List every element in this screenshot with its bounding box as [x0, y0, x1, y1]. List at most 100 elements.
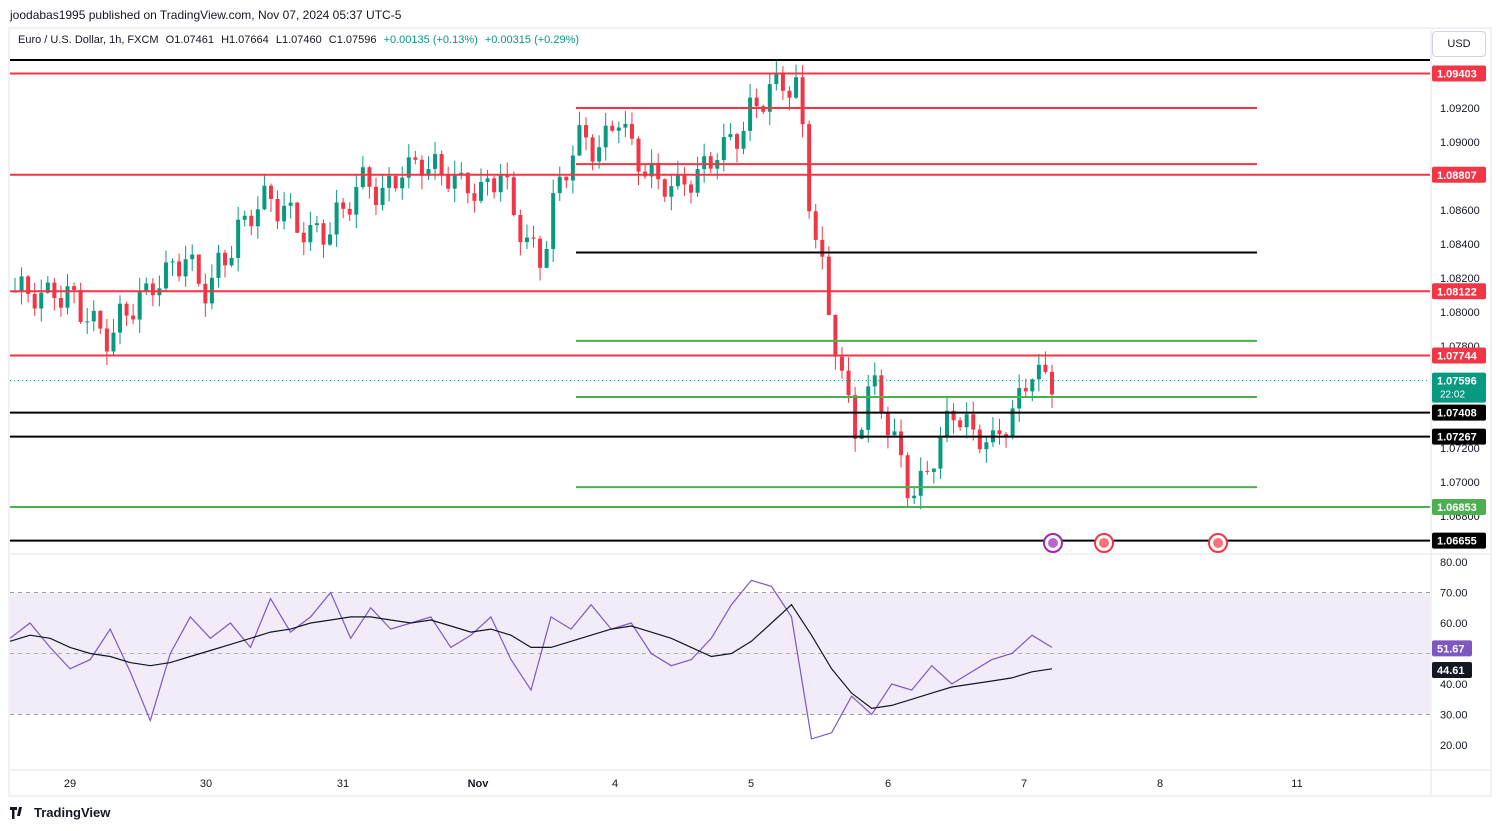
rsi-tick-label: 60.00 [1440, 618, 1468, 630]
candle-body [347, 208, 352, 215]
candle-body [1030, 379, 1035, 392]
brand-label: TradingView [34, 805, 111, 820]
level-tag-label: 1.08807 [1437, 170, 1477, 182]
candle-body [944, 410, 949, 438]
level-tag-box [1432, 404, 1486, 421]
candle-body [971, 414, 976, 430]
low-value: L1.07460 [275, 34, 322, 46]
level-tag-label: 1.07267 [1437, 432, 1477, 444]
currency-button[interactable]: USD [1432, 31, 1486, 57]
tradingview-brand: TradingView [10, 805, 110, 820]
candle-body [826, 256, 831, 315]
rsi-tick-label: 30.00 [1440, 710, 1468, 722]
time-tick-label: 31 [337, 778, 349, 790]
symbol-name[interactable]: Euro / U.S. Dollar, 1h, FXCM [18, 34, 159, 46]
candle-body [354, 187, 359, 215]
candle-body [118, 303, 123, 333]
candle-body [314, 223, 319, 226]
candle-countdown: 22:02 [1440, 390, 1465, 401]
candle-body [406, 157, 411, 178]
candle-body [820, 239, 825, 257]
time-tick-label: 29 [64, 778, 76, 790]
candle-body [951, 410, 956, 421]
time-tick-label: 6 [885, 778, 891, 790]
candle-body [301, 232, 306, 243]
candle-body [597, 147, 602, 162]
candle-body [931, 468, 936, 472]
candle-body [984, 442, 989, 450]
candle-body [328, 234, 333, 245]
candle-body [1023, 388, 1028, 392]
candle-body [938, 437, 943, 469]
candle-body [689, 184, 694, 193]
rsi-value-label: 51.67 [1437, 643, 1465, 655]
candle-body [649, 162, 654, 177]
candle-body [216, 252, 221, 278]
candle-body [393, 176, 398, 189]
candle-body [584, 125, 589, 138]
rsi-ma-value-label: 44.61 [1437, 665, 1465, 677]
time-tick-label: Nov [468, 778, 490, 790]
high-value: H1.07664 [221, 34, 269, 46]
candle-body [334, 202, 339, 235]
candle-body [629, 123, 634, 139]
candle-body [78, 289, 83, 322]
candle-body [104, 328, 109, 352]
rsi-ma-value-tag: 44.61 [1432, 661, 1472, 678]
level-tag-box [1432, 65, 1486, 82]
candle-body [131, 315, 136, 320]
candle-body [636, 138, 641, 172]
level-tag-label: 1.08122 [1437, 286, 1477, 298]
time-tick-label: 5 [748, 778, 754, 790]
candle-body [229, 257, 234, 266]
candle-body [1004, 434, 1009, 437]
level-tag-box [1432, 498, 1486, 515]
candle-body [400, 177, 405, 189]
candle-body [623, 123, 628, 128]
candle-body [833, 314, 838, 357]
candle-body [669, 186, 674, 197]
candle-body [905, 455, 910, 499]
ohlc-legend: Euro / U.S. Dollar, 1h, FXCM O1.07461 H1… [18, 34, 583, 46]
candle-body [190, 254, 195, 260]
level-tag-label: 1.07744 [1437, 351, 1478, 363]
candle-body [426, 168, 431, 176]
candle-body [19, 276, 24, 292]
candle-body [1010, 408, 1015, 437]
candle-body [45, 282, 50, 293]
candle-body [1050, 371, 1054, 395]
rsi-band [10, 592, 1430, 715]
candle-body [275, 198, 280, 222]
candle-body [144, 283, 149, 291]
candle-body [524, 237, 529, 243]
candle-body [295, 202, 300, 233]
candle-body [321, 223, 326, 245]
level-price-tag: 1.07267 [1432, 428, 1486, 445]
candle-body [925, 470, 930, 472]
candle-body [367, 167, 372, 187]
time-tick-label: 7 [1021, 778, 1027, 790]
candle-body [511, 177, 516, 216]
level-price-tag: 1.08122 [1432, 283, 1486, 300]
candle-body [72, 286, 77, 290]
candle-body [846, 370, 851, 396]
level-price-tag: 1.06655 [1432, 532, 1486, 549]
us-flag-event-icon-dot [1213, 538, 1223, 548]
candle-body [39, 292, 44, 309]
candle-body [150, 283, 155, 296]
candle-body [91, 310, 96, 322]
price-tick-label: 1.09000 [1440, 137, 1480, 149]
close-value: C1.07596 [328, 34, 377, 46]
candle-body [787, 90, 792, 98]
candle-body [242, 215, 247, 220]
candle-body [977, 429, 982, 450]
candle-body [85, 321, 90, 323]
price-tick-label: 1.09200 [1440, 103, 1480, 115]
candle-body [557, 176, 562, 194]
tradingview-logo-icon [10, 806, 23, 819]
candle-body [879, 375, 884, 413]
candle-body [767, 84, 772, 112]
rsi-ma-value-box [1432, 661, 1472, 678]
candle-body [813, 211, 818, 240]
